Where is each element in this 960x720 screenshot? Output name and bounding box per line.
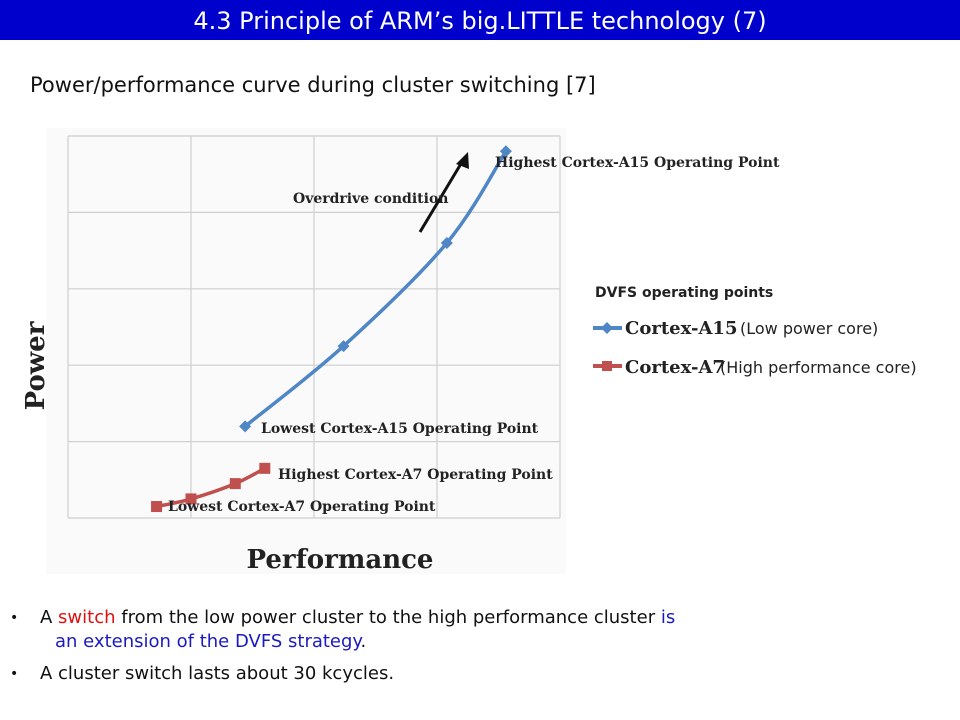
legend-a15-label: Cortex-A15: [625, 318, 737, 339]
slide-title: 4.3 Principle of ARM’s big.LITTLE techno…: [193, 7, 767, 35]
title-bar: [0, 0, 960, 40]
legend-a7-note: (High performance core): [720, 358, 917, 377]
annotation-overdrive: Overdrive condition: [293, 191, 448, 207]
data-point-cortex-a7: [259, 462, 271, 474]
legend-title: DVFS operating points: [595, 285, 773, 301]
chart-grid: [67, 135, 561, 519]
bullet-dot: •: [10, 610, 19, 626]
y-axis-label: Power: [22, 321, 51, 410]
legend-a7-marker: [602, 361, 612, 371]
data-point-cortex-a7: [185, 493, 197, 505]
data-point-cortex-a7: [229, 478, 241, 490]
bullet-1-is: is: [660, 607, 676, 628]
annotation-highest-a7: Highest Cortex-A7 Operating Point: [278, 467, 553, 483]
bullet-1-text-c: from the low power cluster to the high p…: [115, 607, 661, 628]
bullet-1-text-a: A: [40, 607, 59, 628]
chart-svg: Highest Cortex-A15 Operating Point Overd…: [21, 128, 917, 575]
legend-a15-marker: [601, 322, 613, 334]
bullet-dot: •: [10, 666, 19, 682]
x-axis-label: Performance: [247, 545, 434, 575]
overdrive-arrow-shaft: [418, 161, 464, 233]
legend-a15-note: (Low power core): [740, 319, 878, 338]
annotation-lowest-a7: Lowest Cortex-A7 Operating Point: [168, 499, 436, 515]
bullet-1-line-1: A switch from the low power cluster to t…: [40, 606, 675, 630]
overdrive-arrow-head: [456, 152, 469, 169]
annotation-highest-a15: Highest Cortex-A15 Operating Point: [495, 155, 780, 171]
series-line-cortex-a15: [244, 150, 508, 428]
bullet-2-text: A cluster switch lasts about 30 kcycles.: [40, 663, 395, 684]
data-point-cortex-a15: [239, 420, 252, 433]
bullet-1-extension: an extension of the DVFS strategy: [55, 631, 361, 652]
data-point-cortex-a15: [337, 340, 350, 353]
legend-a7-label: Cortex-A7: [625, 357, 725, 378]
series-markers: [151, 145, 512, 513]
data-point-cortex-a7: [151, 501, 163, 513]
slide-subtitle: Power/performance curve during cluster s…: [30, 73, 596, 97]
annotation-lowest-a15: Lowest Cortex-A15 Operating Point: [261, 421, 539, 437]
series-line-cortex-a7: [156, 466, 266, 509]
chart-background: [46, 128, 566, 574]
bullet-1-period: .: [360, 631, 367, 652]
data-point-cortex-a15: [440, 236, 453, 249]
series-lines: [156, 150, 508, 509]
data-point-cortex-a15: [499, 145, 512, 158]
bullet-1-switch: switch: [58, 607, 116, 628]
power-performance-chart: Highest Cortex-A15 Operating Point Overd…: [21, 128, 952, 578]
bullet-1-line-2: an extension of the DVFS strategy.: [55, 630, 366, 654]
